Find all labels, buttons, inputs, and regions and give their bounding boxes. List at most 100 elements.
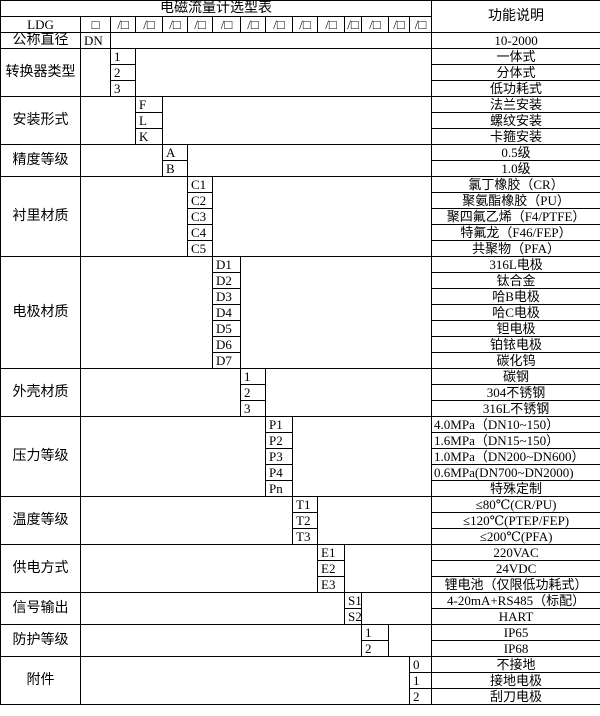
option-code: C5 — [187, 240, 213, 257]
option-desc: 接地电极 — [431, 672, 600, 689]
option-code: E3 — [317, 576, 345, 593]
model-slot: /□ — [212, 16, 241, 33]
option-desc: 4.0MPa（DN10~150） — [431, 416, 600, 433]
group-label: 防护等级 — [0, 624, 81, 657]
model-slot: /□ — [361, 16, 389, 33]
table-row: E2 24VDC — [1, 560, 600, 577]
option-desc: 聚四氟乙烯（F4/PTFE） — [431, 208, 600, 225]
model-prefix: LDG — [0, 16, 81, 33]
option-desc: 分体式 — [431, 64, 600, 81]
option-code: E1 — [317, 544, 345, 561]
option-code: D5 — [212, 320, 241, 337]
option-desc: IP65 — [431, 624, 600, 641]
group-label: 安装形式 — [0, 96, 81, 145]
option-desc: 哈B电极 — [431, 288, 600, 305]
blank-cell — [264, 368, 433, 417]
option-code: S1 — [344, 592, 362, 609]
option-code: D2 — [212, 272, 241, 289]
table-row: 电极材质 D1 316L电极 — [0, 256, 600, 369]
function-header: 功能说明 — [431, 0, 600, 33]
option-desc: 法兰安装 — [431, 96, 600, 113]
option-desc: 钽电极 — [431, 320, 600, 337]
blank-cell — [109, 32, 433, 49]
table-row: 压力等级 P1 4.0MPa（DN10~150） — [0, 416, 600, 497]
group-label: 供电方式 — [0, 544, 81, 593]
option-code: 1 — [361, 624, 389, 641]
option-desc: 刮刀电极 — [431, 688, 600, 705]
option-desc: 碳钢 — [431, 368, 600, 385]
option-desc: ≤200℃(PFA) — [431, 528, 600, 545]
table-row: 供电方式 E1 220VAC — [0, 544, 600, 593]
blank-cell — [80, 368, 241, 417]
model-slot: /□ — [135, 16, 163, 33]
table-row: D6 铂铱电极 — [1, 336, 600, 353]
option-desc: 0.6MPa(DN700~DN2000) — [431, 464, 600, 481]
table-row: D4 哈C电极 — [1, 304, 600, 321]
option-code: D4 — [212, 304, 241, 321]
model-slot: /□ — [187, 16, 213, 33]
table-row: P3 1.0MPa（DN200~DN600） — [1, 448, 600, 465]
option-code: B — [162, 160, 188, 177]
group-label: 压力等级 — [0, 416, 81, 497]
option-code: S2 — [344, 608, 362, 625]
blank-cell — [316, 496, 433, 545]
model-slot: /□ — [110, 16, 136, 33]
group-label: 精度等级 — [0, 144, 81, 177]
blank-cell — [161, 96, 433, 145]
blank-cell — [80, 96, 136, 145]
option-code: P4 — [265, 464, 293, 481]
table-row: 附件 0 不接地 — [0, 656, 600, 705]
table-row: 信号输出 S1 4-20mA+RS485（标配） — [0, 592, 600, 625]
option-desc: ≤120℃(PTEP/FEP) — [431, 512, 600, 529]
option-desc: 1.0级 — [431, 160, 600, 177]
option-desc: ≤80℃(CR/PU) — [431, 496, 600, 513]
table-row: 精度等级 A 0.5级 — [0, 144, 600, 177]
blank-cell — [134, 48, 433, 97]
table-row: 防护等级 1 IP65 — [0, 624, 600, 657]
option-code: L — [135, 112, 163, 129]
option-code: D1 — [212, 256, 241, 273]
option-desc: 316L电极 — [431, 256, 600, 273]
table-title: 电磁流量计选型表 — [0, 0, 433, 17]
model-slot: /□ — [162, 16, 188, 33]
option-desc: 钛合金 — [431, 272, 600, 289]
model-slot: /□ — [408, 16, 433, 33]
option-desc: 一体式 — [431, 48, 600, 65]
blank-cell — [80, 256, 213, 369]
option-desc: HART — [431, 608, 600, 625]
option-desc: 碳化钨 — [431, 352, 600, 369]
model-slot: /□ — [388, 16, 410, 33]
option-code: P1 — [265, 416, 293, 433]
option-desc: 低功耗式 — [431, 80, 600, 97]
option-code: 2 — [408, 688, 433, 705]
option-desc: 1.6MPa（DN15~150） — [431, 432, 600, 449]
blank-cell — [343, 544, 433, 593]
option-code: C3 — [187, 208, 213, 225]
option-desc: 4-20mA+RS485（标配） — [431, 592, 600, 609]
model-slot: □ — [80, 16, 111, 33]
blank-cell — [80, 592, 345, 625]
table-row: 外壳材质 1 碳钢 — [0, 368, 600, 417]
blank-cell — [80, 624, 362, 657]
group-label: 信号输出 — [0, 592, 81, 625]
option-code: A — [162, 144, 188, 161]
blank-cell — [80, 544, 318, 593]
group-label: 附件 — [0, 656, 81, 705]
option-code: 1 — [408, 672, 433, 689]
table-row: E3 锂电池（仅限低功耗式） — [1, 576, 600, 593]
option-code: D7 — [212, 352, 241, 369]
table-row: 安装形式 F 法兰安装 — [0, 96, 600, 145]
blank-cell — [291, 416, 433, 497]
option-code: K — [135, 128, 163, 145]
option-desc: IP68 — [431, 640, 600, 657]
option-code: C4 — [187, 224, 213, 241]
nominal-code: DN — [80, 32, 111, 49]
blank-cell — [387, 624, 433, 657]
option-code: 2 — [240, 384, 266, 401]
model-slot: /□ — [344, 16, 362, 33]
option-desc: 锂电池（仅限低功耗式） — [431, 576, 600, 593]
table-row: S2 HART — [1, 608, 600, 625]
option-code: T1 — [292, 496, 318, 513]
